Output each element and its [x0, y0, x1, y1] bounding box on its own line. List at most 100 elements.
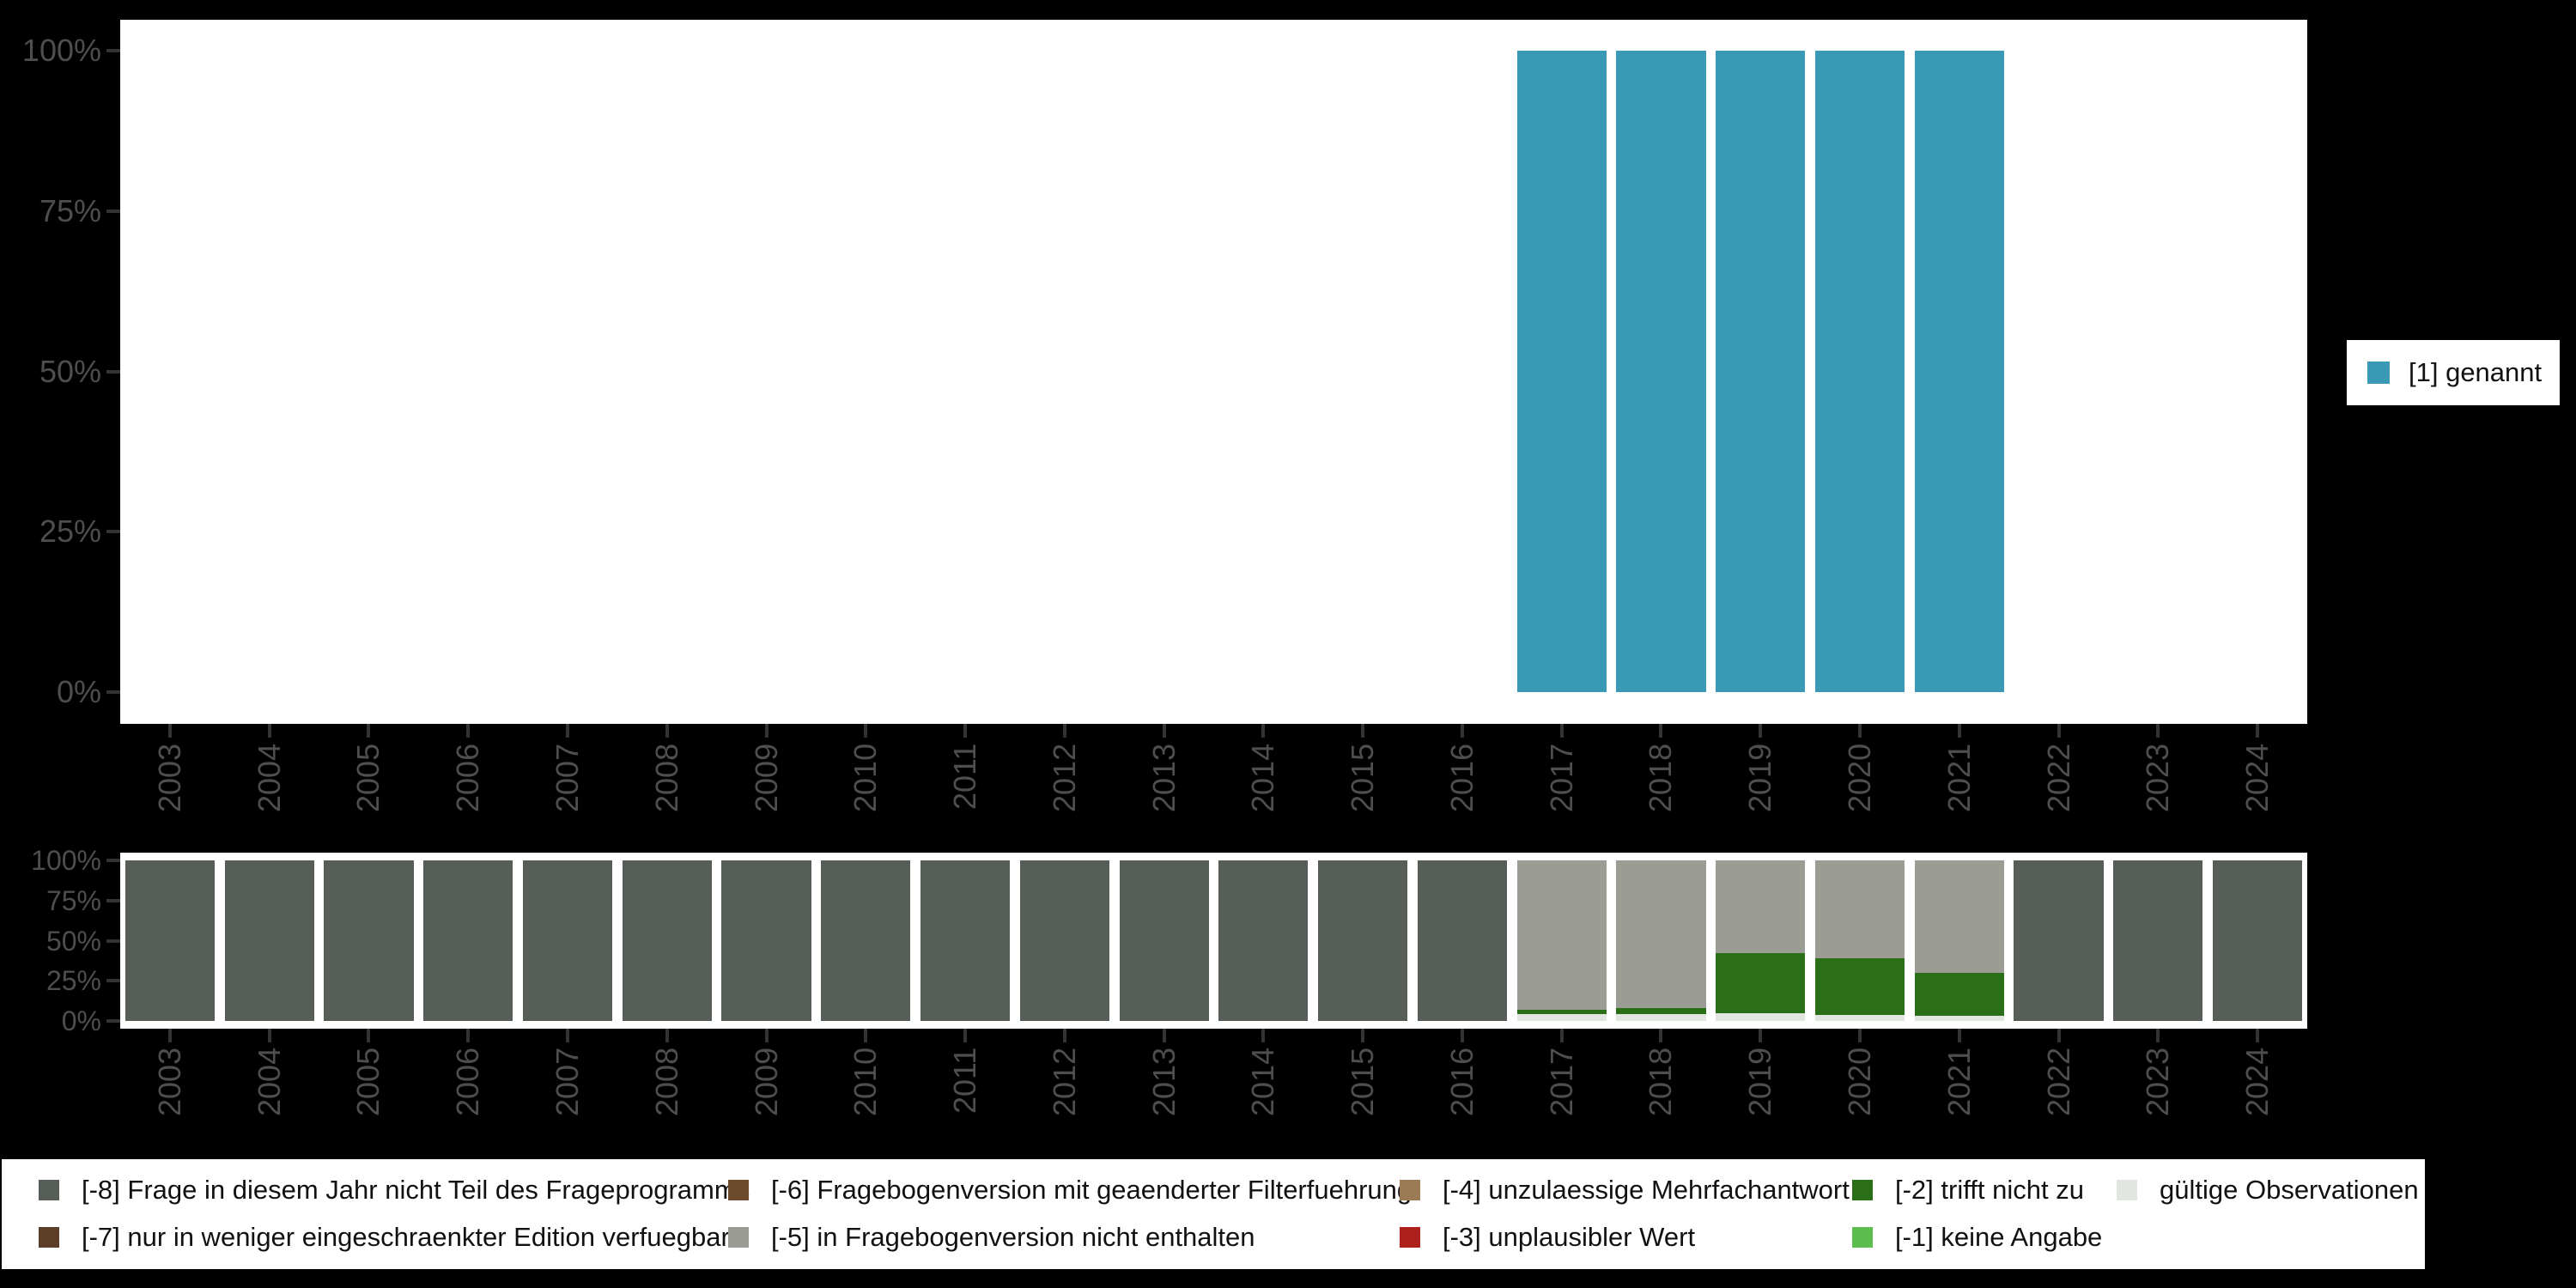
missing-legend-swatch — [728, 1227, 749, 1248]
bot-y-axis-tick — [106, 1019, 120, 1023]
top-y-axis-tick — [106, 530, 120, 534]
top-x-axis-year-label: 2003 — [151, 744, 187, 813]
top-x-axis-tick — [1759, 724, 1763, 738]
missing-values-legend: [-8] Frage in diesem Jahr nicht Teil des… — [2, 1159, 2425, 1269]
bot-x-axis-year-label: 2017 — [1543, 1048, 1579, 1117]
top-x-axis-tick — [1559, 724, 1564, 738]
top-x-axis-tick — [1162, 724, 1166, 738]
bot-x-axis-year-label: 2007 — [549, 1048, 585, 1117]
bot-x-axis-tick — [1361, 1029, 1365, 1042]
bot-x-axis-tick — [565, 1029, 569, 1042]
missing-legend-swatch — [39, 1227, 59, 1248]
bot-x-axis-tick — [963, 1029, 968, 1042]
missing-legend-swatch — [1400, 1180, 1420, 1200]
bot-x-axis-tick — [2156, 1029, 2160, 1042]
bottom-chart-segment — [1318, 860, 1408, 1021]
bottom-chart-segment — [821, 860, 911, 1021]
top-x-axis-tick — [466, 724, 471, 738]
bot-x-axis-year-label: 2004 — [251, 1048, 287, 1117]
bot-x-axis-year-label: 2012 — [1046, 1048, 1082, 1117]
missing-legend-label: [-5] in Fragebogenversion nicht enthalte… — [771, 1222, 1255, 1252]
top-x-axis-year-label: 2011 — [947, 744, 983, 811]
missing-legend-swatch — [1852, 1227, 1873, 1248]
missing-legend-item: [-1] keine Angabe — [1852, 1222, 2102, 1252]
bottom-chart-segment — [1716, 953, 1806, 1013]
bot-x-axis-year-label: 2005 — [350, 1048, 386, 1117]
bot-x-axis-tick — [764, 1029, 769, 1042]
missing-legend-label: [-1] keine Angabe — [1895, 1222, 2103, 1252]
bottom-chart-segment — [2113, 860, 2203, 1021]
top-chart-bar-2021 — [1914, 51, 2004, 692]
top-x-axis-tick — [2256, 724, 2260, 738]
bot-x-axis-year-label: 2013 — [1145, 1048, 1182, 1117]
bottom-chart-segment — [622, 860, 712, 1021]
missing-legend-item: [-4] unzulaessige Mehrfachantwort — [1400, 1175, 1850, 1205]
missing-legend-item: [-2] trifft nicht zu — [1852, 1175, 2084, 1205]
bottom-chart-segment — [224, 860, 314, 1021]
bottom-chart-segment — [1914, 1016, 2004, 1021]
bot-x-axis-year-label: 2018 — [1643, 1048, 1679, 1117]
bot-x-axis-tick — [367, 1029, 371, 1042]
top-x-axis-tick — [963, 724, 968, 738]
top-x-axis-tick — [1261, 724, 1266, 738]
bottom-chart-segment — [423, 860, 513, 1021]
bot-x-axis-tick — [1261, 1029, 1266, 1042]
bottom-chart-segment — [2213, 860, 2303, 1021]
bot-x-axis-tick — [1460, 1029, 1464, 1042]
bot-y-axis-tick — [106, 939, 120, 943]
top-y-axis-label: 25% — [39, 513, 101, 550]
bot-x-axis-tick — [1659, 1029, 1663, 1042]
bottom-chart-segment — [920, 860, 1011, 1021]
top-x-axis-year-label: 2024 — [2239, 744, 2275, 813]
top-y-axis-tick — [106, 49, 120, 52]
bot-x-axis-tick — [2256, 1029, 2260, 1042]
top-x-axis-tick — [1957, 724, 1961, 738]
bot-x-axis-year-label: 2023 — [2140, 1048, 2176, 1117]
bot-y-axis-label: 25% — [46, 965, 101, 997]
missing-legend-item: [-8] Frage in diesem Jahr nicht Teil des… — [39, 1175, 750, 1205]
bot-x-axis-year-label: 2011 — [947, 1048, 983, 1115]
top-x-axis-year-label: 2022 — [2040, 744, 2076, 813]
top-x-axis-tick — [1062, 724, 1066, 738]
bot-x-axis-year-label: 2006 — [450, 1048, 486, 1117]
top-x-axis-tick — [1858, 724, 1862, 738]
top-x-axis-tick — [764, 724, 769, 738]
top-x-axis-tick — [2057, 724, 2061, 738]
top-x-axis-year-label: 2007 — [549, 744, 585, 813]
missing-legend-label: [-2] trifft nicht zu — [1895, 1175, 2084, 1205]
bottom-chart-segment — [1417, 860, 1508, 1021]
bot-x-axis-tick — [1957, 1029, 1961, 1042]
top-x-axis-tick — [367, 724, 371, 738]
bot-x-axis-year-label: 2003 — [151, 1048, 187, 1117]
bottom-chart-segment — [1616, 1008, 1706, 1014]
top-chart-bar-2018 — [1616, 51, 1706, 692]
missing-legend-swatch — [2117, 1180, 2137, 1200]
bottom-chart-segment — [1516, 1009, 1607, 1014]
top-x-axis-tick — [267, 724, 271, 738]
top-x-axis-year-label: 2016 — [1443, 744, 1479, 813]
bot-y-axis-tick — [106, 979, 120, 983]
top-x-axis-year-label: 2009 — [748, 744, 784, 813]
bot-y-axis-label: 50% — [46, 925, 101, 957]
top-x-axis-year-label: 2004 — [251, 744, 287, 813]
top-x-axis-year-label: 2018 — [1643, 744, 1679, 813]
legend-swatch-genannt — [2367, 361, 2390, 384]
legend-label-genannt: [1] genannt — [2409, 357, 2543, 387]
missing-legend-item: [-3] unplausibler Wert — [1400, 1222, 1695, 1252]
top-x-axis-year-label: 2006 — [450, 744, 486, 813]
top-x-axis-tick — [2156, 724, 2160, 738]
bot-x-axis-tick — [2057, 1029, 2061, 1042]
missing-legend-item: [-5] in Fragebogenversion nicht enthalte… — [728, 1222, 1255, 1252]
top-x-axis-year-label: 2012 — [1046, 744, 1082, 813]
bottom-chart-segment — [1119, 860, 1209, 1021]
bottom-chart-segment — [1616, 860, 1706, 1009]
bottom-chart-segment — [1914, 972, 2004, 1017]
bot-x-axis-year-label: 2008 — [648, 1048, 684, 1117]
missing-legend-item: gültige Observationen — [2117, 1175, 2419, 1205]
top-chart-bar-2019 — [1716, 51, 1806, 692]
missing-legend-item: [-7] nur in weniger eingeschraenkter Edi… — [39, 1222, 730, 1252]
bot-y-axis-label: 75% — [46, 884, 101, 916]
top-x-axis-year-label: 2013 — [1145, 744, 1182, 813]
bot-x-axis-tick — [267, 1029, 271, 1042]
